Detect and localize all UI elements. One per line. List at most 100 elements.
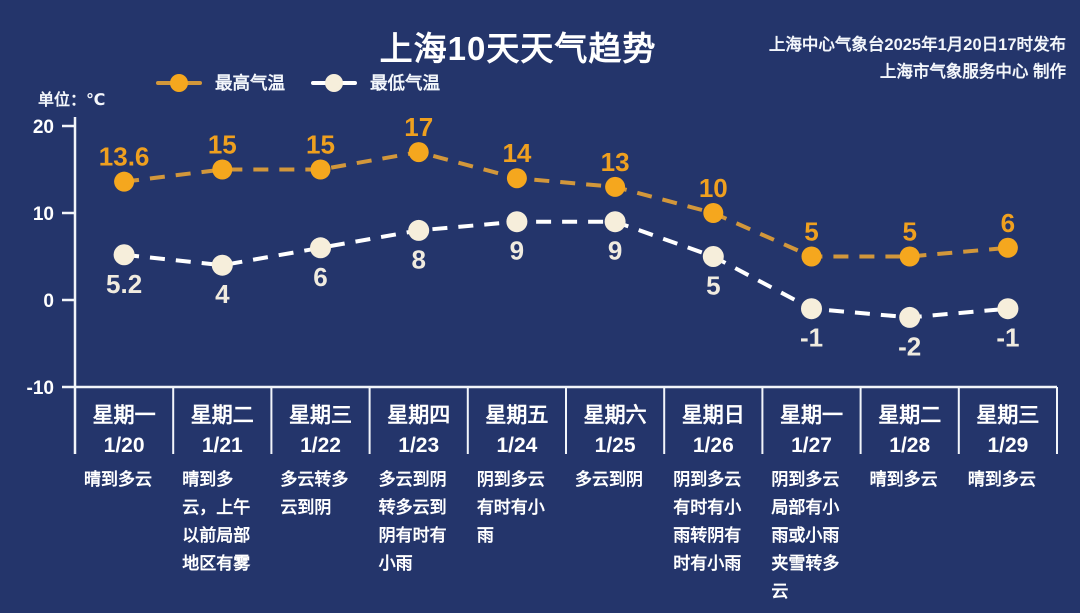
low-temp-point [113, 244, 135, 266]
chart-legend: 最高气温 最低气温 [156, 70, 440, 95]
legend-label-low: 最低气温 [370, 73, 440, 93]
weekday-label: 星期二 [190, 404, 254, 427]
low-temp-value-label: 5 [706, 271, 720, 301]
weather-text: 晴到多云，上午以前局部地区有雾 [182, 470, 251, 573]
low-temp-point [408, 219, 430, 241]
high-temp-value-label: 15 [306, 130, 335, 160]
weekday-label: 星期六 [583, 404, 647, 427]
publisher-line2: 上海市气象服务中心 制作 [879, 63, 1066, 81]
date-label: 1/29 [987, 434, 1029, 457]
weekday-label: 星期五 [485, 404, 549, 427]
date-label: 1/26 [692, 434, 734, 457]
weekday-label: 星期三 [289, 404, 352, 427]
low-temp-line [123, 219, 1009, 320]
weather-text: 晴到多云 [869, 470, 938, 489]
publisher-info: 上海中心气象台2025年1月20日17时发布 上海市气象服务中心 制作 [769, 32, 1066, 86]
high-temp-point [408, 142, 429, 163]
day-cell: 星期三 1/29 [959, 388, 1057, 457]
high-temp-line [123, 150, 1009, 259]
weather-text: 阴到多云有时有小雨 [476, 470, 545, 545]
weekday-label: 星期日 [681, 404, 745, 427]
day-axis-row: 星期一 1/20 星期二 1/21 星期三 1/22 星期四 1/23 星期五 1/24 星期六 1/… [75, 388, 1057, 457]
date-label: 1/27 [791, 434, 832, 457]
high-temp-legend-marker-icon [156, 73, 202, 93]
high-temp-value-label: 14 [502, 138, 531, 168]
y-tick-label: 20 [33, 117, 54, 138]
legend-item-low: 最低气温 [311, 70, 440, 95]
page-title: 上海10天天气趋势 [379, 30, 657, 67]
low-temp-value-label: 6 [313, 262, 327, 292]
high-temp-point [703, 203, 724, 223]
low-temp-point [506, 211, 528, 233]
date-label: 1/28 [889, 434, 931, 457]
high-temp-point [506, 168, 527, 189]
weekday-label: 星期一 [92, 404, 156, 427]
low-temp-value-label: 9 [510, 236, 524, 266]
weekday-label: 星期四 [387, 404, 451, 427]
low-temp-point [310, 237, 331, 259]
high-temp-value-label: 6 [1001, 208, 1015, 238]
date-label: 1/21 [201, 434, 243, 457]
high-temp-point [899, 246, 920, 267]
date-label: 1/25 [594, 434, 636, 457]
high-temp-value-label: 13.6 [99, 142, 150, 172]
publisher-line1: 上海中心气象台2025年1月20日17时发布 [768, 36, 1066, 54]
high-temp-value-label: 15 [208, 130, 237, 160]
high-temp-value-label: 5 [804, 217, 818, 247]
legend-item-high: 最高气温 [156, 70, 285, 95]
day-cell: 星期二 1/21 [173, 388, 271, 457]
high-temp-value-label: 5 [902, 217, 916, 247]
low-temp-value-label: 9 [608, 236, 622, 266]
day-cell: 星期三 1/22 [271, 388, 369, 457]
day-cell: 星期一 1/27 [762, 388, 860, 457]
y-tick-label: 10 [33, 204, 54, 225]
low-temp-point [211, 254, 233, 276]
day-cell: 星期五 1/24 [468, 388, 566, 457]
weather-text: 晴到多云 [84, 470, 152, 489]
low-temp-value-label: -2 [898, 331, 921, 361]
weather-text: 阴到多云局部有小雨或小雨夹雪转多云 [771, 470, 840, 601]
low-dot-swatch [325, 73, 343, 92]
weather-text: 多云转多云到阴 [280, 470, 349, 517]
low-temp-value-label: 5.2 [106, 269, 142, 299]
low-temp-point [604, 211, 626, 233]
date-label: 1/23 [398, 434, 440, 457]
day-cell: 星期日 1/26 [664, 388, 762, 457]
low-temp-legend-marker-icon [311, 73, 357, 93]
y-tick-label: 0 [43, 291, 54, 312]
day-cell: 星期一 1/20 [75, 388, 173, 457]
high-temp-point [801, 246, 822, 267]
weather-text: 阴到多云有时有小雨转阴有时有小雨 [673, 470, 742, 573]
legend-label-high: 最高气温 [215, 73, 285, 93]
weather-text: 晴到多云 [967, 470, 1036, 489]
unit-label: 单位：℃ [38, 92, 106, 109]
high-temp-point [114, 171, 135, 192]
low-temp-point [702, 246, 724, 267]
weather-description-row: 晴到多云 晴到多云，上午以前局部地区有雾 多云转多云到阴 多云到阴转多云到阴有时有小雨… [75, 466, 1057, 606]
day-cell: 星期二 1/28 [861, 388, 959, 457]
high-dot-swatch [170, 73, 188, 92]
high-temp-point [997, 237, 1018, 258]
day-cell: 星期六 1/25 [566, 388, 664, 457]
weekday-label: 星期一 [780, 404, 844, 427]
low-temp-point [997, 298, 1019, 320]
low-temp-value-label: -1 [996, 323, 1019, 353]
weekday-label: 星期三 [976, 404, 1040, 427]
date-label: 1/22 [300, 434, 341, 457]
high-temp-value-label: 17 [404, 112, 433, 142]
y-tick-label: -10 [27, 378, 54, 399]
weekday-label: 星期二 [878, 404, 942, 427]
weather-text: 多云到阴 [575, 470, 644, 489]
low-temp-value-label: -1 [800, 323, 823, 353]
low-temp-value-label: 8 [411, 244, 425, 274]
date-label: 1/24 [496, 434, 538, 457]
date-label: 1/20 [103, 434, 145, 457]
high-temp-point [605, 176, 626, 197]
low-temp-point [801, 298, 822, 320]
high-temp-point [310, 159, 331, 180]
day-cell: 星期四 1/23 [370, 388, 468, 457]
low-temp-value-label: 4 [215, 279, 230, 309]
weather-text: 多云到阴转多云到阴有时有小雨 [378, 470, 447, 573]
